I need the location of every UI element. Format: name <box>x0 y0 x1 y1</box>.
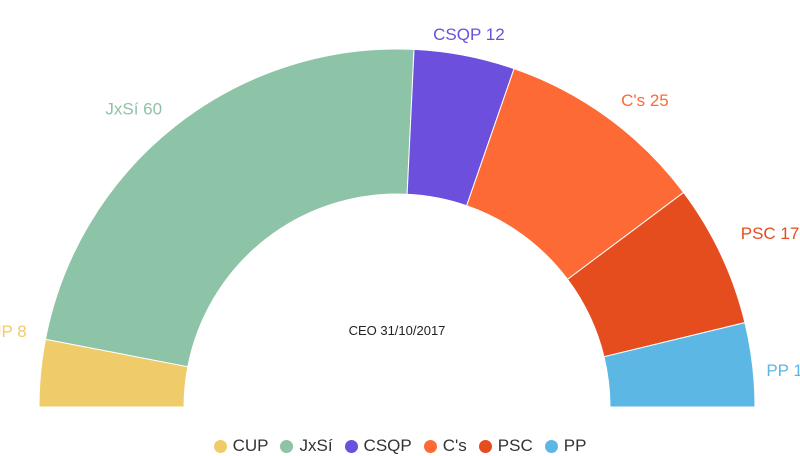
legend-swatch <box>213 439 227 453</box>
legend-swatch <box>478 439 492 453</box>
legend-swatch <box>344 439 358 453</box>
data-label: CUP 8 <box>0 322 27 341</box>
legend-label: PP <box>563 436 587 455</box>
legend-label: CUP <box>232 436 269 455</box>
data-label: CSQP 12 <box>433 25 505 44</box>
legend-item[interactable]: C's <box>423 436 467 456</box>
legend-label: C's <box>442 436 467 455</box>
data-label: JxSí 60 <box>105 99 162 118</box>
slice-jxs[interactable] <box>44 48 415 368</box>
legend-swatch <box>544 439 558 453</box>
data-label: PP 10 <box>766 361 800 380</box>
legend-item[interactable]: PSC <box>478 436 533 456</box>
chart-title: CEO 31/10/2017 <box>349 323 446 338</box>
legend: CUP JxSí CSQP C's PSC PP <box>0 436 800 456</box>
legend-label: CSQP <box>363 436 412 455</box>
legend-swatch <box>280 439 294 453</box>
legend-label: PSC <box>497 436 533 455</box>
data-label: C's 25 <box>621 91 669 110</box>
legend-item[interactable]: CUP <box>213 436 269 456</box>
legend-item[interactable]: PP <box>544 436 587 456</box>
legend-swatch <box>423 439 437 453</box>
slice-pp[interactable] <box>603 321 756 408</box>
data-label: PSC 17 <box>741 224 800 243</box>
legend-item[interactable]: CSQP <box>344 436 412 456</box>
legend-label: JxSí <box>299 436 333 455</box>
legend-item[interactable]: JxSí <box>280 436 333 456</box>
